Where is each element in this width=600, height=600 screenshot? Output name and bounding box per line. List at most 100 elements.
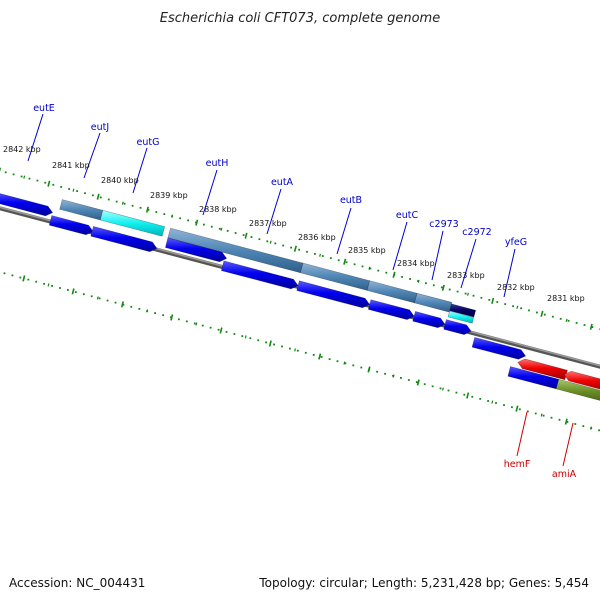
- scale-major-tick: [293, 245, 297, 252]
- accession-text: Accession: NC_004431: [9, 576, 145, 590]
- scale-dot: [107, 198, 110, 201]
- svg-text:c2972: c2972: [462, 227, 491, 238]
- gene-label-eutH[interactable]: eutH: [202, 158, 228, 216]
- scale-major-tick: [589, 323, 593, 330]
- cds-arrow-hemF[interactable]: [517, 358, 568, 381]
- cds-arrow-yfeG[interactable]: [471, 337, 527, 360]
- scale-dot: [456, 290, 459, 293]
- cds-arrow-eutB[interactable]: [296, 280, 371, 309]
- scale-minor-tick: [146, 309, 149, 313]
- scale-dot: [44, 181, 47, 184]
- gene-label-eutA[interactable]: eutA: [266, 177, 294, 235]
- gene-label-c2973[interactable]: c2973: [429, 219, 459, 281]
- gene-bar-eutG[interactable]: [99, 209, 166, 237]
- scale-dot: [11, 274, 14, 277]
- svg-text:eutA: eutA: [271, 177, 294, 188]
- scale-dot: [472, 294, 475, 297]
- gene-bar-eutC[interactable]: [366, 280, 418, 304]
- gene-bar-c2973[interactable]: [414, 292, 453, 313]
- scale-minor-tick: [589, 426, 592, 430]
- scale-minor-tick: [516, 305, 519, 309]
- scale-major-tick: [268, 340, 272, 347]
- scale-dot: [51, 285, 53, 287]
- scale-major-tick: [540, 310, 544, 317]
- scale-major-tick: [466, 392, 470, 399]
- scale-major-tick: [491, 297, 495, 304]
- gene-bar-c2972-light[interactable]: [447, 310, 475, 324]
- scale-dot: [463, 393, 466, 396]
- svg-text:c2973: c2973: [429, 219, 458, 230]
- scale-dot: [36, 179, 39, 182]
- scale-major-tick: [145, 206, 149, 213]
- kbp-label-2834: 2834 kbp: [397, 259, 435, 268]
- gene-label-eutB[interactable]: eutB: [336, 195, 362, 255]
- scale-dot: [217, 328, 220, 331]
- scale-minor-tick: [195, 322, 198, 326]
- feature-tracks: [0, 192, 600, 403]
- scale-dot: [154, 312, 156, 314]
- gene-label-yfeG[interactable]: yfeG: [503, 237, 527, 298]
- gene-label-c2972[interactable]: c2972: [460, 227, 492, 289]
- gene-bar-eutJ[interactable]: [59, 199, 104, 221]
- scale-dot: [575, 322, 578, 324]
- scale-minor-tick: [540, 413, 543, 417]
- scale-dot: [345, 261, 348, 264]
- cds-arrow-eutG[interactable]: [90, 226, 158, 253]
- cds-arrow-c2973[interactable]: [412, 311, 446, 329]
- scale-dot: [488, 299, 491, 301]
- gene-label-eutE[interactable]: eutE: [27, 103, 55, 162]
- scale-dot: [274, 242, 277, 245]
- gene-label-amiA[interactable]: amiA: [552, 422, 577, 480]
- scale-dot: [582, 425, 585, 427]
- scale-dot: [60, 186, 63, 188]
- cds-arrow-amiA[interactable]: [563, 370, 600, 392]
- cds-arrow-eutH[interactable]: [165, 237, 228, 263]
- scale-dot: [448, 288, 451, 291]
- cds-arrow-c2972[interactable]: [443, 319, 472, 335]
- scale-minor-tick: [47, 283, 50, 287]
- kbp-label-2831: 2831 kbp: [547, 294, 585, 303]
- scale-dot: [265, 341, 267, 344]
- scale-minor-tick: [319, 253, 321, 257]
- cds-arrow-eutC[interactable]: [367, 299, 415, 320]
- scale-dot: [115, 200, 118, 203]
- cds-arrow-eutE[interactable]: [0, 192, 54, 217]
- gene-label-eutC[interactable]: eutC: [392, 210, 418, 271]
- scale-dot: [353, 263, 356, 266]
- scale-dot: [480, 296, 483, 299]
- gene-bar-c2972-dark[interactable]: [449, 303, 477, 318]
- scale-dot: [226, 230, 229, 232]
- scale-dot: [591, 326, 594, 328]
- gene-bar-amiA[interactable]: [555, 378, 600, 403]
- svg-text:yfeG: yfeG: [505, 237, 527, 248]
- scale-dot: [178, 318, 180, 321]
- scale-dot: [551, 315, 554, 318]
- scale-minor-tick: [220, 227, 223, 231]
- scale-minor-tick: [171, 214, 174, 218]
- scale-dot: [20, 175, 23, 178]
- scale-dot: [574, 423, 577, 425]
- map-title: Escherichia coli CFT073, complete genome: [160, 11, 440, 26]
- scale-dot: [352, 364, 355, 367]
- scale-major-tick: [343, 258, 347, 265]
- scale-dot: [320, 356, 323, 358]
- cds-arrow-eutA[interactable]: [221, 260, 299, 290]
- scale-dot: [479, 398, 482, 400]
- scale-dot: [337, 259, 340, 262]
- scale-dot: [234, 232, 237, 234]
- gene-label-hemF[interactable]: hemF: [504, 411, 531, 470]
- scale-dot: [526, 410, 529, 413]
- cds-arrow-eutJ[interactable]: [48, 215, 94, 236]
- scale-dot: [361, 265, 364, 268]
- scale-minor-tick: [368, 266, 371, 270]
- scale-dot: [203, 223, 205, 226]
- scale-minor-tick: [23, 175, 26, 179]
- scale-dot: [241, 335, 244, 337]
- scale-dot: [304, 351, 307, 354]
- gene-label-eutG[interactable]: eutG: [132, 137, 159, 194]
- scale-dot: [401, 276, 403, 278]
- gene-label-eutJ[interactable]: eutJ: [83, 122, 109, 179]
- scale-dot: [344, 362, 347, 365]
- scale-dot: [440, 286, 443, 289]
- scale-dot: [543, 313, 546, 316]
